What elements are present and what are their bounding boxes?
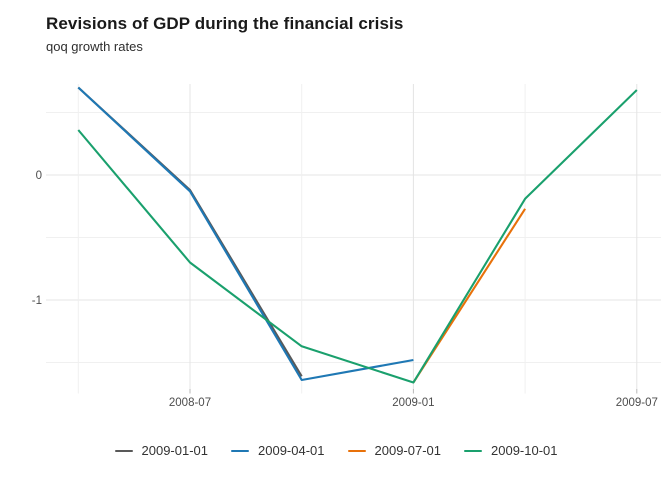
legend-label: 2009-07-01	[374, 443, 442, 458]
legend-item-2009-01-01: 2009-01-01	[114, 443, 209, 458]
series-line-2009-04-01	[77, 86, 414, 382]
legend-label: 2009-04-01	[258, 443, 325, 458]
chart-legend: 2009-01-01 2009-04-01 2009-07-01 2009-10…	[0, 443, 672, 458]
legend-item-2009-07-01: 2009-07-01	[347, 443, 442, 458]
x-tick-label: 2008-07	[169, 397, 211, 409]
legend-item-2009-10-01: 2009-10-01	[464, 443, 558, 458]
legend-label: 2009-10-01	[491, 443, 558, 458]
legend-key-line-orange	[347, 449, 366, 452]
y-tick-label: -1	[32, 295, 42, 307]
legend-key-line-blue	[231, 449, 249, 452]
x-tick-label: 2009-01	[392, 397, 434, 409]
legend-item-2009-04-01: 2009-04-01	[231, 443, 325, 458]
chart-header: Revisions of GDP during the financial cr…	[46, 14, 403, 54]
legend-label: 2009-01-01	[141, 443, 209, 458]
y-tick-label: 0	[36, 170, 42, 182]
legend-key-line-green	[464, 449, 482, 452]
chart-title: Revisions of GDP during the financial cr…	[46, 14, 404, 33]
x-tick-label: 2009-07	[616, 397, 658, 409]
legend-key-line-gray	[114, 449, 133, 452]
series-line-2009-10-01	[77, 89, 638, 384]
chart-subtitle: qoq growth rates	[46, 39, 143, 54]
